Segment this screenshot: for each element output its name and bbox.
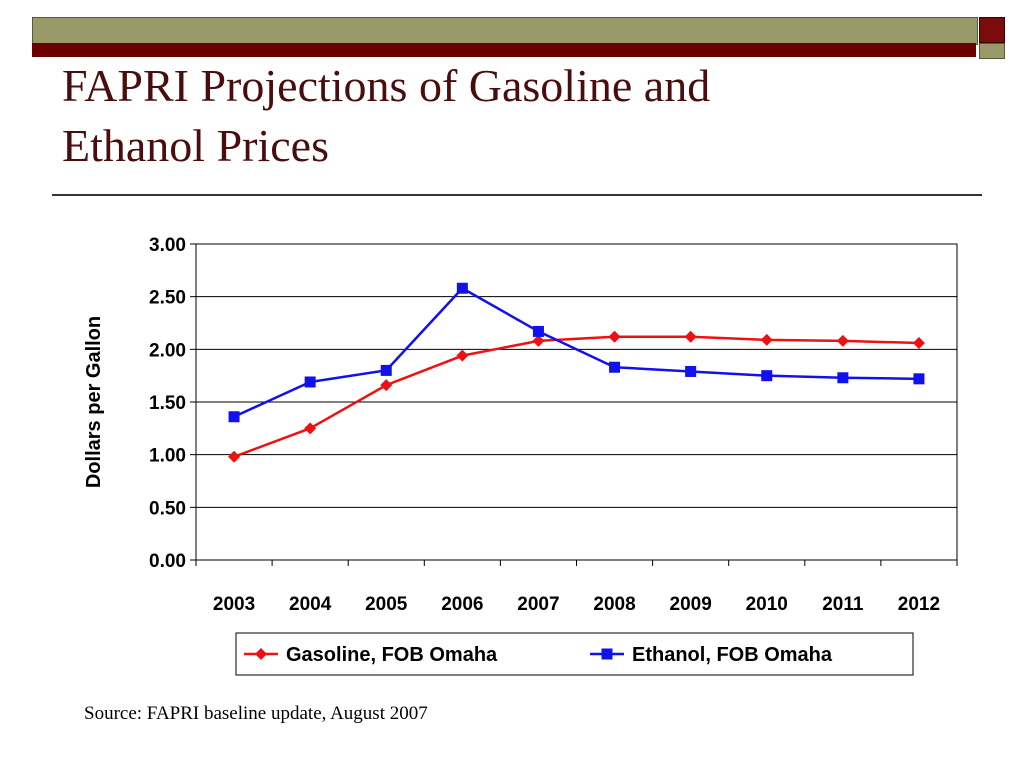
gasoline-legend-label: Gasoline, FOB Omaha — [286, 644, 498, 666]
y-tick-label: 2.00 — [149, 340, 186, 361]
ethanol-data-point — [456, 282, 468, 294]
corner-square-olive — [979, 43, 1005, 59]
ethanol-series-line — [233, 286, 919, 418]
slide-title: FAPRI Projections of Gasoline and Ethano… — [62, 56, 962, 176]
ethanol-legend-marker — [601, 648, 613, 660]
gasoline-data-point — [456, 349, 469, 362]
slide-title-line2: Ethanol Prices — [62, 120, 329, 171]
gasoline-data-point — [684, 330, 697, 343]
y-tick-label: 0.50 — [149, 498, 186, 519]
y-tick-label: 0.00 — [149, 551, 186, 572]
x-tick-label: 2010 — [746, 594, 788, 615]
title-divider — [52, 194, 982, 196]
gasoline-legend-marker — [255, 648, 267, 660]
x-tick-label: 2008 — [593, 594, 635, 615]
slide-title-line1: FAPRI Projections of Gasoline and — [62, 60, 711, 111]
source-note: Source: FAPRI baseline update, August 20… — [84, 703, 428, 724]
ethanol-data-point — [913, 373, 925, 385]
gasoline-data-point — [304, 422, 317, 435]
y-tick-label: 2.50 — [149, 288, 186, 309]
ethanol-data-point — [609, 361, 621, 373]
corner-square-maroon — [979, 17, 1005, 43]
ethanol-legend-label: Ethanol, FOB Omaha — [632, 644, 833, 666]
x-tick-label: 2009 — [670, 594, 712, 615]
ethanol-data-point — [304, 376, 316, 388]
series-layer — [228, 282, 925, 463]
y-axis-label: Dollars per Gallon — [83, 316, 105, 488]
ethanol-data-point — [380, 364, 392, 376]
gasoline-series-line — [233, 335, 919, 458]
gasoline-data-point — [608, 330, 621, 343]
y-tick-label: 3.00 — [149, 235, 186, 256]
header-band-maroon — [32, 43, 976, 57]
ethanol-data-point — [228, 411, 240, 423]
legend-box — [235, 632, 914, 676]
x-tick-label: 2004 — [289, 594, 332, 615]
gridlines — [196, 243, 957, 561]
x-tick-label: 2012 — [898, 594, 940, 615]
x-tick-label: 2005 — [365, 594, 408, 615]
axes: 0.00 0.50 1.00 1.50 2.00 2.50 3.00 2003 2004 2005… — [149, 235, 958, 615]
gasoline-data-point — [760, 333, 773, 346]
x-tick-label: 2003 — [213, 594, 255, 615]
ethanol-data-point — [685, 365, 697, 377]
gasoline-data-point — [380, 379, 393, 392]
y-tick-label: 1.50 — [149, 393, 186, 414]
ethanol-data-point — [837, 372, 849, 384]
x-tick-label: 2007 — [517, 594, 559, 615]
gasoline-data-point — [912, 337, 925, 350]
gasoline-data-point — [228, 450, 241, 463]
gasoline-data-point — [532, 334, 545, 347]
gasoline-data-point — [836, 334, 849, 347]
y-tick-label: 1.00 — [149, 446, 186, 467]
ethanol-data-point — [532, 325, 544, 337]
x-tick-label: 2006 — [441, 594, 483, 615]
legend: Gasoline, FOB Omaha Ethanol, FOB Omaha — [235, 632, 914, 676]
ethanol-data-point — [761, 370, 773, 382]
x-tick-label: 2011 — [822, 594, 864, 615]
